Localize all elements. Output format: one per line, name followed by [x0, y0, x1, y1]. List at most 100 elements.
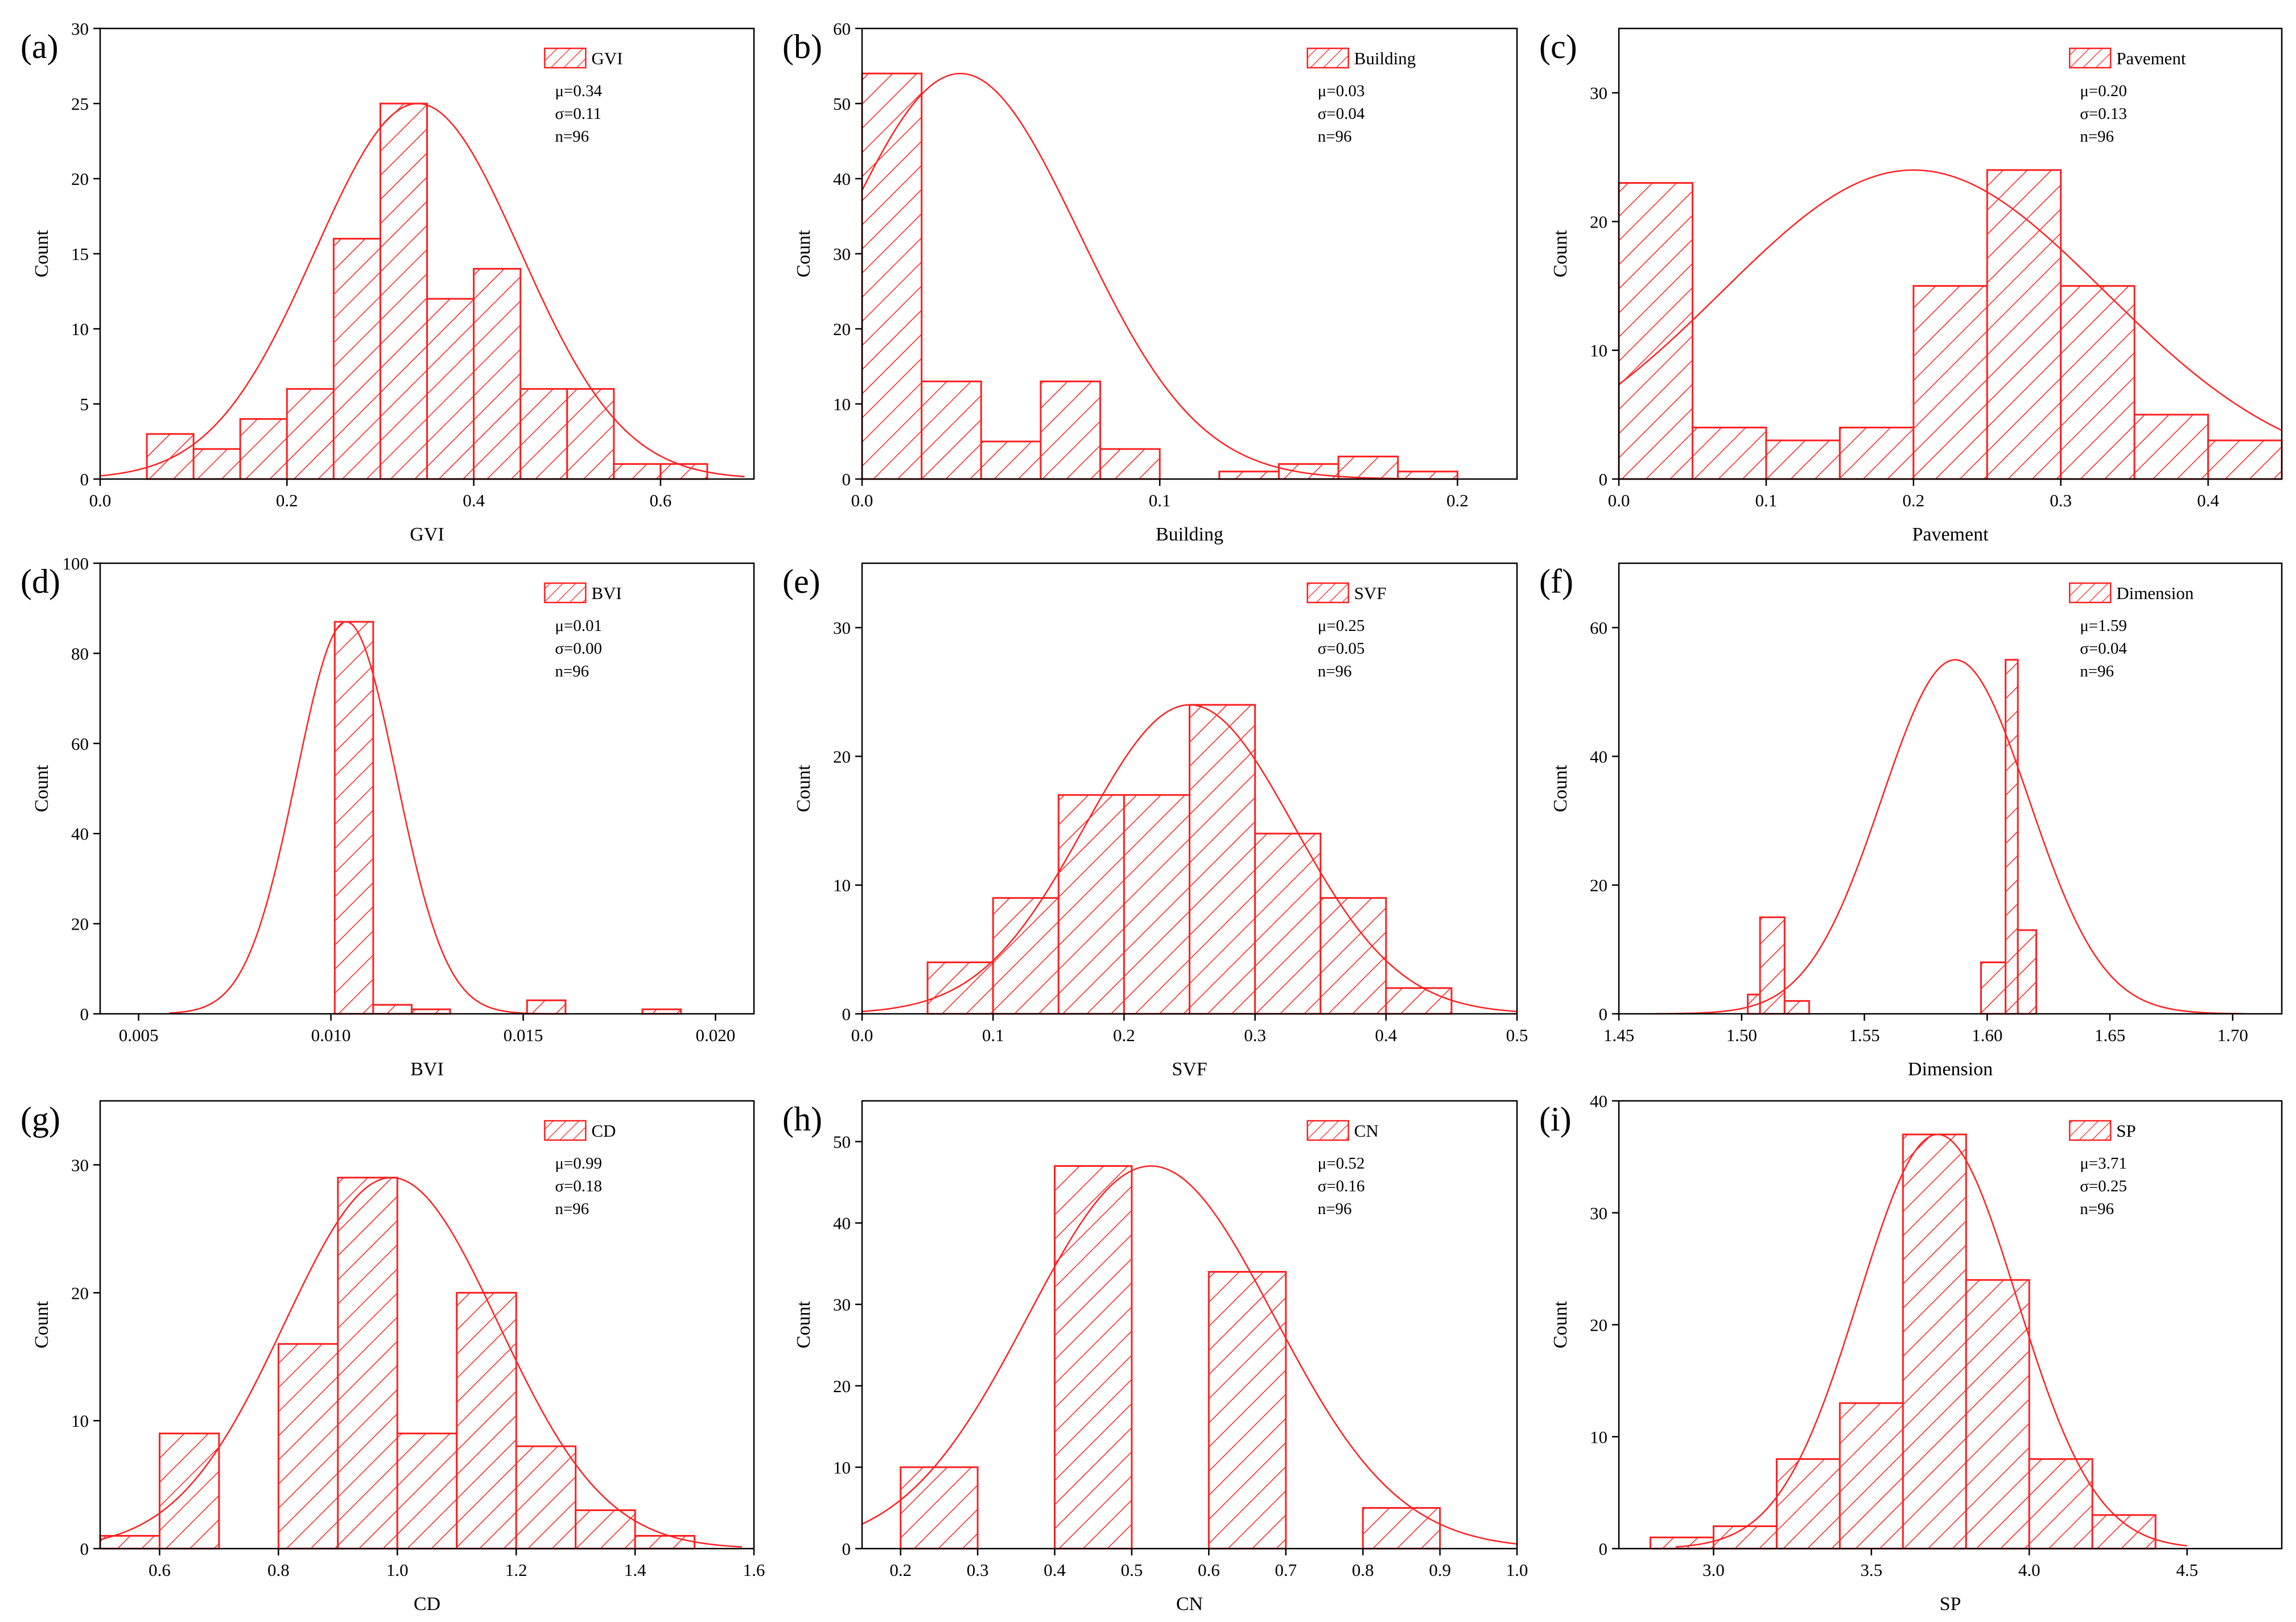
stat-line: μ=0.34 [555, 82, 602, 100]
y-tick-label: 20 [71, 1283, 89, 1303]
x-tick-label: 0.0 [851, 490, 873, 510]
legend-swatch [1306, 582, 1349, 604]
y-axis-label: Count [31, 765, 52, 812]
legend-swatch [1306, 1120, 1349, 1141]
histogram-bar [1986, 169, 2062, 480]
y-axis-label: Count [1550, 765, 1571, 812]
histogram-bar [515, 1445, 577, 1550]
histogram-bar [332, 238, 381, 480]
histogram-bar [396, 1433, 458, 1550]
y-axis-label: Count [793, 1301, 814, 1348]
histogram-bar [1912, 285, 1988, 480]
panel-label: (h) [782, 1100, 822, 1138]
panel-b: 0.0 0.1 0.2 0 10 20 30 40 50 60 Building Count (b) Bu… [782, 19, 1518, 545]
histogram-bar [900, 1466, 979, 1550]
stat-line: n=96 [555, 662, 589, 680]
plot-frame [861, 562, 1518, 1015]
y-axis-label: Count [31, 230, 52, 278]
y-tick-label: 10 [833, 876, 851, 895]
y-tick-label: 0 [842, 469, 851, 489]
histogram-bar [239, 418, 288, 480]
panel-g: 0.6 0.8 1.0 1.2 1.4 1.6 0 10 20 30 CD Count (g) CD μ=0… [20, 1100, 765, 1615]
histogram-bar [921, 380, 982, 480]
histogram-bar [566, 388, 615, 480]
histogram-bar [286, 388, 335, 480]
y-tick-label: 50 [833, 94, 851, 114]
y-tick-label: 60 [1590, 618, 1607, 638]
legend-swatch [1306, 47, 1349, 69]
x-tick-label: 0.2 [889, 1560, 912, 1580]
plot-frame [1618, 27, 2283, 480]
y-tick-label: 60 [71, 734, 89, 754]
y-tick-label: 20 [1590, 1315, 1607, 1335]
x-tick-label: 0.7 [1275, 1560, 1297, 1580]
y-tick-label: 20 [71, 169, 89, 189]
y-tick-label: 20 [833, 319, 851, 339]
histogram-bar [192, 448, 241, 480]
y-tick-label: 0 [80, 1539, 89, 1559]
histogram-bar [980, 440, 1042, 480]
histogram-bar [473, 267, 522, 480]
x-axis-label: Dimension [1908, 1059, 1993, 1080]
stat-line: n=96 [2080, 662, 2114, 680]
stat-line: n=96 [2080, 1200, 2114, 1218]
panel-h: 0.2 0.3 0.4 0.5 0.6 0.7 0.8 0.9 1.0 0 10 20 30 40 50 CN… [782, 1100, 1528, 1615]
histogram-bar [158, 1433, 220, 1550]
y-tick-label: 40 [1590, 1091, 1607, 1111]
stat-line: μ=0.99 [555, 1154, 602, 1173]
y-tick-label: 100 [63, 554, 89, 573]
legend-swatch [544, 582, 587, 604]
x-tick-label: 0.0 [851, 1025, 873, 1045]
stat-line: n=96 [2080, 127, 2114, 146]
legend-swatch [2068, 1120, 2112, 1141]
normal-fit-curve [1618, 169, 2282, 431]
histogram-bar [337, 1177, 398, 1550]
histogram-bar [2005, 659, 2019, 1015]
y-tick-label: 30 [1590, 1203, 1607, 1223]
x-axis-label: Pavement [1912, 524, 1989, 545]
x-axis-label: CN [1176, 1594, 1203, 1615]
x-tick-label: 0.6 [149, 1560, 171, 1580]
x-tick-label: 1.45 [1604, 1025, 1634, 1045]
histogram-bar [1099, 448, 1161, 480]
y-tick-label: 20 [1590, 876, 1607, 895]
y-tick-label: 10 [833, 1458, 851, 1477]
panel-label: (d) [20, 563, 60, 600]
x-axis-label: GVI [410, 524, 444, 545]
histogram-bar [1254, 832, 1322, 1015]
normal-fit-curve [861, 72, 1458, 480]
histogram-bar [2133, 414, 2210, 480]
histogram-bar [2091, 1514, 2157, 1550]
plot-frame [99, 562, 755, 1015]
stat-line: μ=0.52 [1318, 1154, 1365, 1173]
histogram-bar [146, 433, 195, 480]
histogram-bar [1337, 455, 1399, 480]
histogram-bar [1980, 961, 2007, 1015]
stat-line: μ=1.59 [2080, 617, 2127, 635]
legend-label: Building [1354, 48, 1416, 68]
normal-fit-curve [1675, 1133, 2187, 1548]
y-tick-label: 0 [1599, 1004, 1608, 1024]
histogram-bar [1362, 1507, 1441, 1550]
x-tick-label: 0.4 [1375, 1025, 1397, 1045]
y-tick-label: 80 [71, 643, 89, 663]
histogram-bar [1123, 794, 1191, 1015]
x-tick-label: 1.60 [1972, 1025, 2002, 1045]
y-tick-label: 10 [71, 1411, 89, 1431]
histogram-bar [1775, 1458, 1841, 1550]
x-tick-label: 0.015 [504, 1025, 543, 1045]
x-axis-label: BVI [410, 1059, 444, 1080]
y-tick-label: 20 [1590, 212, 1607, 232]
x-tick-label: 0.2 [1113, 1025, 1135, 1045]
y-tick-label: 20 [833, 746, 851, 766]
histogram-bar [1691, 426, 1767, 480]
histogram-bar [1277, 463, 1339, 480]
legend-label: CD [591, 1121, 616, 1141]
histogram-bar [277, 1343, 339, 1550]
y-tick-label: 20 [833, 1376, 851, 1396]
y-tick-label: 10 [1590, 341, 1607, 361]
histogram-bar [1397, 470, 1458, 480]
x-tick-label: 1.55 [1849, 1025, 1879, 1045]
legend-label: Dimension [2116, 583, 2194, 603]
x-tick-label: 0.4 [1044, 1560, 1066, 1580]
